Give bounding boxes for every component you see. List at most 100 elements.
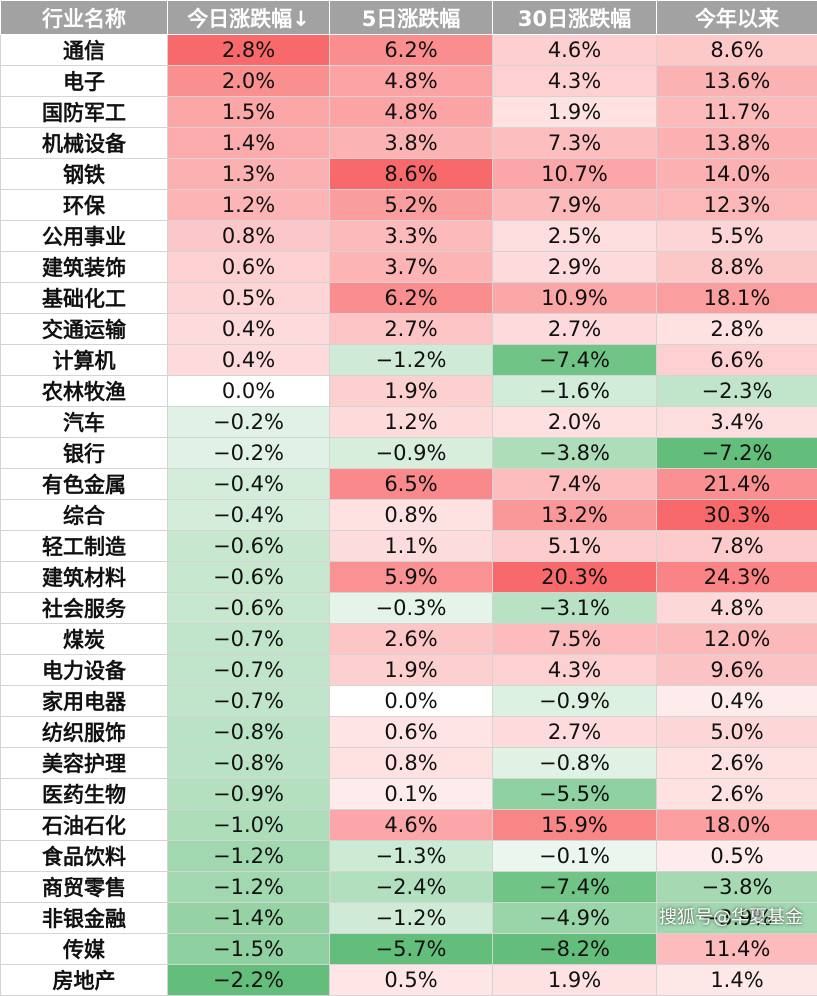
ytd-change-cell: 9.6% [657,655,817,686]
table-row: 建筑材料−0.6%5.9%20.3%24.3% [1,562,817,593]
industry-name-cell: 非银金融 [1,903,168,934]
header-today-change[interactable]: 今日涨跌幅↓ [168,1,330,35]
change-30d-cell: 10.9% [493,283,657,314]
today-change-cell: −0.8% [168,748,330,779]
today-change-cell: 0.0% [168,376,330,407]
today-change-cell: 0.6% [168,252,330,283]
today-change-cell: 2.8% [168,35,330,66]
today-change-cell: 0.4% [168,314,330,345]
change-5d-cell: 1.1% [330,531,493,562]
change-5d-cell: 5.9% [330,562,493,593]
change-30d-cell: 7.4% [493,469,657,500]
today-change-cell: −0.7% [168,686,330,717]
today-change-cell: −0.8% [168,717,330,748]
industry-name-cell: 电子 [1,66,168,97]
table-row: 轻工制造−0.6%1.1%5.1%7.8% [1,531,817,562]
industry-name-cell: 建筑装饰 [1,252,168,283]
ytd-change-cell: 11.4% [657,934,817,965]
today-change-cell: −0.6% [168,562,330,593]
industry-name-cell: 美容护理 [1,748,168,779]
table-row: 煤炭−0.7%2.6%7.5%12.0% [1,624,817,655]
ytd-change-cell: 13.8% [657,128,817,159]
change-30d-cell: 4.3% [493,655,657,686]
change-30d-cell: −0.8% [493,748,657,779]
industry-name-cell: 煤炭 [1,624,168,655]
change-30d-cell: −4.9% [493,903,657,934]
table-row: 非银金融−1.4%−1.2%−4.9%−3.9% [1,903,817,934]
table-row: 电力设备−0.7%1.9%4.3%9.6% [1,655,817,686]
change-30d-cell: 20.3% [493,562,657,593]
today-change-cell: −0.2% [168,407,330,438]
ytd-change-cell: 18.1% [657,283,817,314]
change-30d-cell: 2.0% [493,407,657,438]
table-row: 银行−0.2%−0.9%−3.8%−7.2% [1,438,817,469]
change-30d-cell: 4.3% [493,66,657,97]
change-5d-cell: 6.5% [330,469,493,500]
change-30d-cell: −0.9% [493,686,657,717]
header-5day-change[interactable]: 5日涨跌幅 [330,1,493,35]
industry-name-cell: 交通运输 [1,314,168,345]
ytd-change-cell: 0.5% [657,841,817,872]
ytd-change-cell: 21.4% [657,469,817,500]
today-change-cell: −1.2% [168,872,330,903]
industry-name-cell: 医药生物 [1,779,168,810]
industry-name-cell: 商贸零售 [1,872,168,903]
today-change-cell: −0.6% [168,593,330,624]
change-5d-cell: −0.3% [330,593,493,624]
today-change-cell: −0.4% [168,500,330,531]
industry-name-cell: 传媒 [1,934,168,965]
today-change-cell: −1.0% [168,810,330,841]
industry-name-cell: 综合 [1,500,168,531]
table-row: 社会服务−0.6%−0.3%−3.1%4.8% [1,593,817,624]
change-5d-cell: 0.6% [330,717,493,748]
industry-name-cell: 农林牧渔 [1,376,168,407]
change-30d-cell: 2.5% [493,221,657,252]
industry-name-cell: 建筑材料 [1,562,168,593]
ytd-change-cell: 12.0% [657,624,817,655]
header-row: 行业名称 今日涨跌幅↓ 5日涨跌幅 30日涨跌幅 今年以来 [1,1,817,35]
ytd-change-cell: 2.8% [657,314,817,345]
table-row: 纺织服饰−0.8%0.6%2.7%5.0% [1,717,817,748]
today-change-cell: 0.4% [168,345,330,376]
change-5d-cell: −2.4% [330,872,493,903]
change-5d-cell: 3.8% [330,128,493,159]
ytd-change-cell: 11.7% [657,97,817,128]
today-change-cell: 0.8% [168,221,330,252]
industry-name-cell: 食品饮料 [1,841,168,872]
ytd-change-cell: 30.3% [657,500,817,531]
table-row: 美容护理−0.8%0.8%−0.8%2.6% [1,748,817,779]
change-30d-cell: 1.9% [493,965,657,996]
industry-name-cell: 汽车 [1,407,168,438]
table-row: 医药生物−0.9%0.1%−5.5%2.6% [1,779,817,810]
change-30d-cell: 2.7% [493,314,657,345]
industry-name-cell: 社会服务 [1,593,168,624]
table-row: 传媒−1.5%−5.7%−8.2%11.4% [1,934,817,965]
ytd-change-cell: 24.3% [657,562,817,593]
industry-name-cell: 纺织服饰 [1,717,168,748]
change-30d-cell: −0.1% [493,841,657,872]
ytd-change-cell: 6.6% [657,345,817,376]
today-change-cell: −0.6% [168,531,330,562]
industry-name-cell: 银行 [1,438,168,469]
ytd-change-cell: 8.6% [657,35,817,66]
change-30d-cell: −1.6% [493,376,657,407]
ytd-change-cell: 8.8% [657,252,817,283]
today-change-cell: −2.2% [168,965,330,996]
change-5d-cell: −1.2% [330,903,493,934]
ytd-change-cell: 0.4% [657,686,817,717]
header-ytd-change[interactable]: 今年以来 [657,1,817,35]
change-5d-cell: 4.8% [330,66,493,97]
header-30day-change[interactable]: 30日涨跌幅 [493,1,657,35]
table-row: 石油石化−1.0%4.6%15.9%18.0% [1,810,817,841]
change-30d-cell: −7.4% [493,345,657,376]
change-30d-cell: 7.5% [493,624,657,655]
ytd-change-cell: 5.5% [657,221,817,252]
change-30d-cell: 13.2% [493,500,657,531]
industry-name-cell: 公用事业 [1,221,168,252]
